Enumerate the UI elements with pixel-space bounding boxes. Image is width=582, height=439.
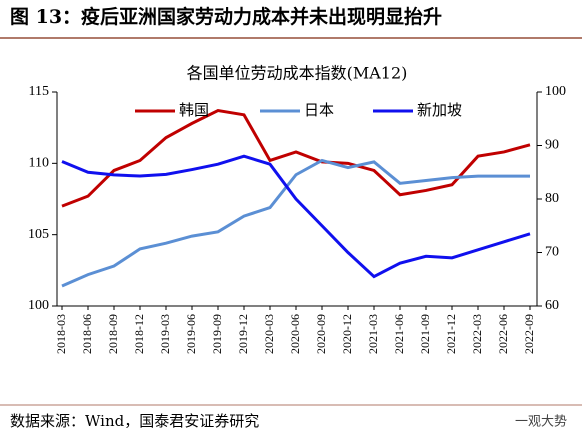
x-tick-label: 2020-12 <box>340 314 354 354</box>
x-tick-label: 2021-12 <box>444 314 458 354</box>
series-line <box>61 158 530 288</box>
legend-label: 日本 <box>304 101 334 119</box>
x-tick-label: 2021-03 <box>366 314 380 354</box>
y-tick-label: 110 <box>29 156 49 171</box>
x-tick-label: 2020-09 <box>314 314 328 354</box>
x-tick-label: 2019-06 <box>184 314 198 354</box>
y2-tick-label: 80 <box>545 191 559 206</box>
x-tick-label: 2020-03 <box>262 314 276 354</box>
x-tick-label: 2019-12 <box>236 314 250 354</box>
x-tick-label: 2018-06 <box>80 314 94 354</box>
x-tick-label: 2022-09 <box>522 314 536 354</box>
y-tick-label: 100 <box>28 298 49 313</box>
x-tick-label: 2018-09 <box>106 314 120 354</box>
y2-tick-label: 60 <box>545 298 559 313</box>
source: 数据来源：Wind，国泰君安证券研究 <box>10 412 259 430</box>
y2-tick-label: 90 <box>545 138 559 153</box>
x-tick-label: 2018-03 <box>54 314 68 354</box>
x-tick-label: 2019-09 <box>210 314 224 354</box>
chart-title: 各国单位劳动成本指数(MA12) <box>187 64 408 83</box>
x-tick-label: 2022-06 <box>496 314 510 354</box>
x-tick-label: 2020-06 <box>288 314 302 354</box>
series-line <box>61 108 531 208</box>
x-tick-label: 2021-09 <box>418 314 432 354</box>
legend-label: 新加坡 <box>417 101 462 119</box>
x-tick-label: 2019-03 <box>158 314 172 354</box>
watermark: 一观大势 <box>515 414 567 430</box>
y-tick-label: 105 <box>28 227 49 242</box>
y2-tick-label: 70 <box>545 245 559 260</box>
x-tick-label: 2018-12 <box>132 314 146 354</box>
legend-label: 韩国 <box>179 101 209 119</box>
series-line <box>61 154 531 279</box>
x-tick-label: 2021-06 <box>392 314 406 354</box>
y-tick-label: 115 <box>29 84 49 99</box>
header-title: 图 13：疫后亚洲国家劳动力成本并未出现明显抬升 <box>10 5 442 28</box>
y2-tick-label: 100 <box>545 84 566 99</box>
x-tick-label: 2022-03 <box>470 314 484 354</box>
